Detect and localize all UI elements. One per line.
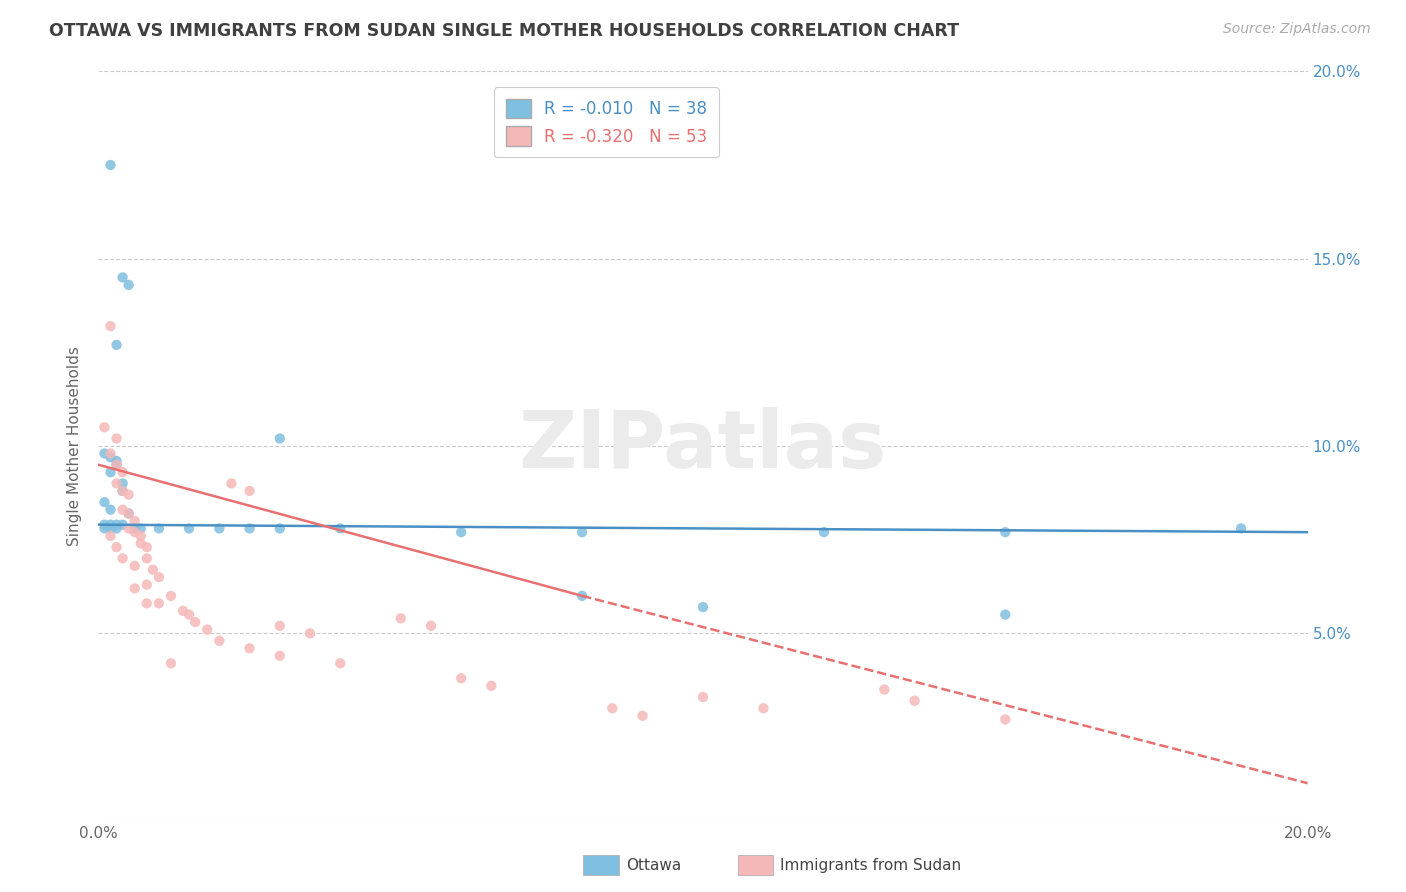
Point: [124, 558, 146, 573]
Point: [93, 446, 115, 460]
Point: [118, 521, 141, 535]
Point: [208, 633, 231, 648]
Point: [450, 525, 472, 540]
Point: [813, 525, 835, 540]
Point: [148, 570, 170, 584]
Point: [100, 529, 122, 543]
Point: [100, 517, 122, 532]
Point: [105, 476, 128, 491]
Point: [124, 521, 146, 535]
Point: [269, 648, 291, 663]
Point: [105, 517, 128, 532]
Point: [105, 540, 128, 554]
Point: [631, 708, 654, 723]
Point: [111, 551, 134, 566]
Point: [179, 521, 201, 535]
Point: [118, 277, 141, 292]
Point: [142, 563, 165, 577]
Point: [135, 551, 157, 566]
Point: [111, 502, 134, 516]
Point: [111, 483, 134, 498]
Point: [100, 446, 122, 460]
Point: [124, 582, 146, 596]
Point: [904, 694, 927, 708]
Point: [111, 465, 134, 479]
Point: [100, 450, 122, 465]
Point: [269, 521, 291, 535]
Point: [111, 270, 134, 285]
Point: [389, 611, 412, 625]
Text: Source: ZipAtlas.com: Source: ZipAtlas.com: [1223, 22, 1371, 37]
Point: [93, 517, 115, 532]
Point: [450, 671, 472, 685]
Point: [148, 596, 170, 610]
Point: [105, 458, 128, 472]
Point: [873, 682, 896, 697]
Point: [93, 521, 115, 535]
Point: [105, 338, 128, 352]
Point: [135, 596, 157, 610]
Point: [111, 517, 134, 532]
Point: [100, 502, 122, 516]
Point: [105, 521, 128, 535]
Point: [129, 536, 152, 550]
Point: [118, 507, 141, 521]
Point: [571, 589, 593, 603]
Point: [329, 657, 352, 671]
Point: [481, 679, 503, 693]
Point: [160, 589, 183, 603]
Point: [1230, 521, 1253, 535]
Point: [208, 521, 231, 535]
Point: [269, 619, 291, 633]
Point: [195, 623, 218, 637]
Point: [100, 319, 122, 334]
Point: [135, 540, 157, 554]
Point: [299, 626, 322, 640]
Point: [105, 454, 128, 468]
Text: Ottawa: Ottawa: [626, 858, 681, 872]
Point: [129, 521, 152, 535]
Legend: R = -0.010   N = 38, R = -0.320   N = 53: R = -0.010 N = 38, R = -0.320 N = 53: [494, 87, 718, 157]
Point: [111, 483, 134, 498]
Point: [269, 432, 291, 446]
Point: [994, 713, 1017, 727]
Point: [135, 577, 157, 591]
Point: [221, 476, 243, 491]
Point: [100, 521, 122, 535]
Point: [571, 525, 593, 540]
Y-axis label: Single Mother Households: Single Mother Households: [67, 346, 83, 546]
Point: [692, 600, 714, 615]
Point: [100, 158, 122, 172]
Text: Immigrants from Sudan: Immigrants from Sudan: [780, 858, 962, 872]
Point: [118, 507, 141, 521]
Point: [93, 420, 115, 434]
Point: [118, 488, 141, 502]
Point: [239, 521, 262, 535]
Point: [179, 607, 201, 622]
Point: [692, 690, 714, 704]
Point: [100, 465, 122, 479]
Point: [239, 483, 262, 498]
Point: [172, 604, 194, 618]
Point: [124, 525, 146, 540]
Point: [105, 458, 128, 472]
Point: [160, 657, 183, 671]
Point: [111, 476, 134, 491]
Point: [129, 529, 152, 543]
Point: [105, 432, 128, 446]
Text: OTTAWA VS IMMIGRANTS FROM SUDAN SINGLE MOTHER HOUSEHOLDS CORRELATION CHART: OTTAWA VS IMMIGRANTS FROM SUDAN SINGLE M…: [49, 22, 959, 40]
Point: [420, 619, 443, 633]
Point: [184, 615, 207, 629]
Point: [602, 701, 624, 715]
Point: [994, 525, 1017, 540]
Text: ZIPatlas: ZIPatlas: [519, 407, 887, 485]
Point: [329, 521, 352, 535]
Point: [752, 701, 775, 715]
Point: [994, 607, 1017, 622]
Point: [93, 495, 115, 509]
Point: [239, 641, 262, 656]
Point: [148, 521, 170, 535]
Point: [124, 514, 146, 528]
